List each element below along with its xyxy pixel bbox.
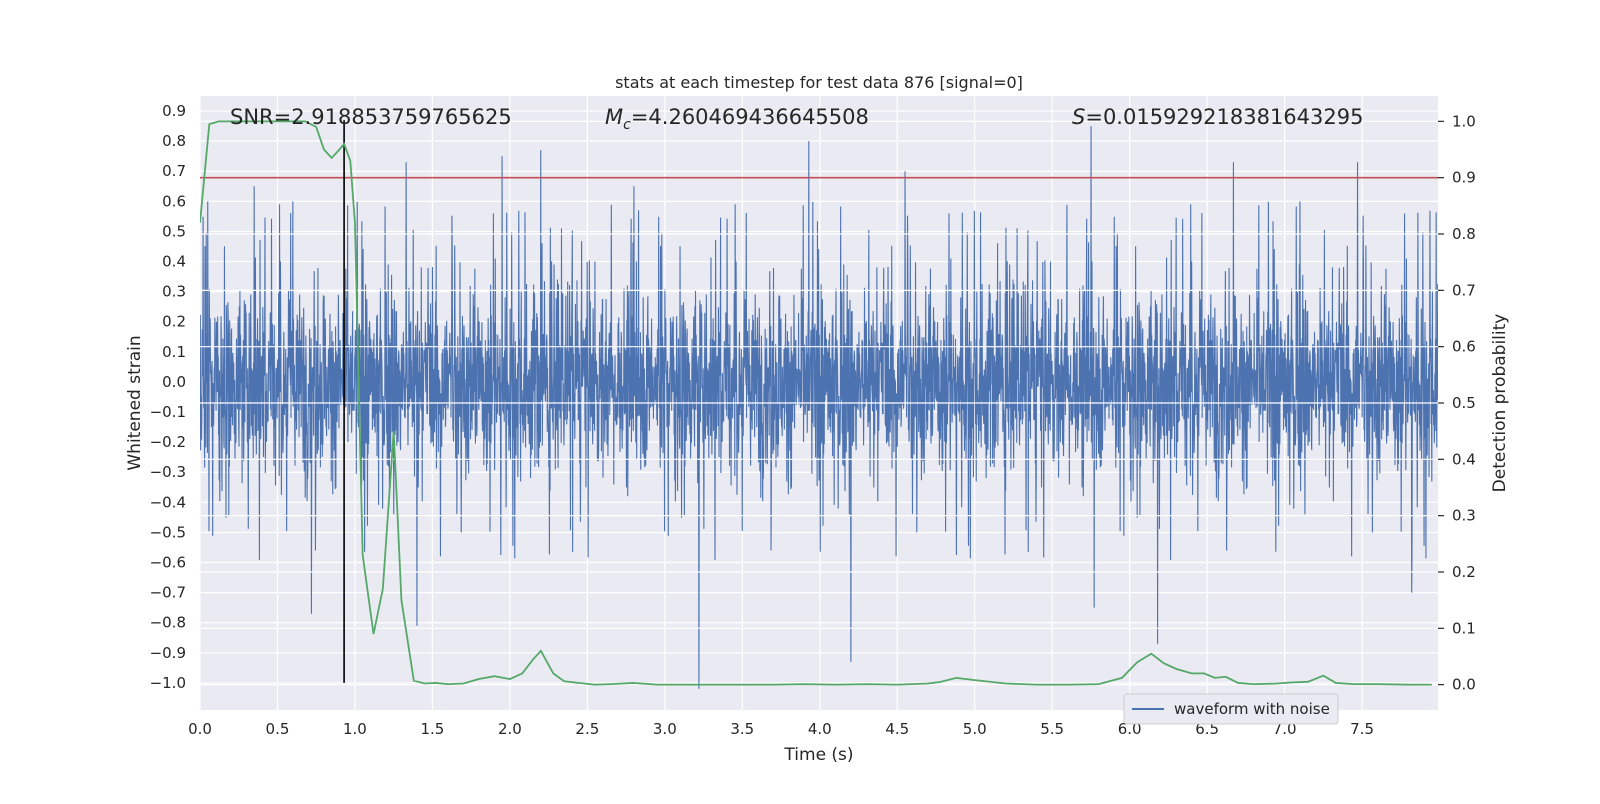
- left-y-tick-label: −0.2: [150, 433, 186, 451]
- right-y-tick-label: 0.8: [1452, 225, 1476, 243]
- x-tick-label: 0.5: [266, 720, 290, 738]
- left-y-tick-label: 0.4: [162, 253, 186, 271]
- x-tick-label: 5.5: [1040, 720, 1064, 738]
- x-tick-label: 4.0: [808, 720, 832, 738]
- left-y-tick-label: 0.0: [162, 373, 186, 391]
- right-y-tick-label: 1.0: [1452, 112, 1476, 130]
- x-tick-label: 2.0: [498, 720, 522, 738]
- right-y-tick-label: 0.5: [1452, 394, 1476, 412]
- right-y-tick-label: 0.7: [1452, 281, 1476, 299]
- left-y-tick-label: −0.8: [150, 614, 186, 632]
- s-annotation: S=0.015929218381643295: [1072, 105, 1363, 129]
- left-y-tick-label: 0.3: [162, 283, 186, 301]
- left-y-tick-label: 0.6: [162, 192, 186, 210]
- waveform-line: [200, 126, 1438, 689]
- x-tick-label: 3.0: [653, 720, 677, 738]
- left-y-axis-label: Whitened strain: [125, 335, 145, 470]
- left-y-tick-label: 0.5: [162, 222, 186, 240]
- left-y-tick-label: −0.3: [150, 463, 186, 481]
- right-y-tick-label: 0.3: [1452, 507, 1476, 525]
- left-y-tick-label: −0.4: [150, 493, 186, 511]
- x-tick-label: 0.0: [188, 720, 212, 738]
- right-y-tick-label: 0.0: [1452, 676, 1476, 694]
- legend-label-waveform: waveform with noise: [1174, 700, 1330, 718]
- left-y-tick-label: 0.2: [162, 313, 186, 331]
- right-y-tick-labels: 1.0 0.9 0.8 0.7 0.6 0.5 0.4 0.3 0.2 0.1 0.0: [1452, 112, 1476, 693]
- chart-title: stats at each timestep for test data 876…: [615, 73, 1023, 92]
- left-y-tick-label: −0.9: [150, 644, 186, 662]
- legend: waveform with noise: [1123, 693, 1339, 725]
- right-y-tick-label: 0.4: [1452, 450, 1476, 468]
- left-y-tick-label: −0.7: [150, 584, 186, 602]
- left-y-tick-labels: 0.9 0.8 0.7 0.6 0.5 0.4 0.3 0.2 0.1 0.0 −0.1 −0.2 −0…: [150, 102, 186, 692]
- right-y-tick-label: 0.9: [1452, 169, 1476, 187]
- detection-probability-line: [200, 120, 1432, 686]
- right-y-tick-label: 0.6: [1452, 338, 1476, 356]
- x-tick-label: 3.5: [730, 720, 754, 738]
- x-tick-label: 5.0: [963, 720, 987, 738]
- right-y-tick-label: 0.1: [1452, 619, 1476, 637]
- x-tick-label: 1.0: [343, 720, 367, 738]
- left-y-tick-label: 0.7: [162, 162, 186, 180]
- left-y-tick-label: 0.8: [162, 132, 186, 150]
- left-y-tick-label: 0.1: [162, 343, 186, 361]
- left-y-tick-label: −1.0: [150, 674, 186, 692]
- chirp-mass-annotation: Mc=4.260469436645508: [605, 105, 869, 133]
- left-y-tick-label: −0.5: [150, 523, 186, 541]
- x-tick-label: 1.5: [420, 720, 444, 738]
- legend-box: [1123, 693, 1339, 725]
- left-y-tick-label: −0.1: [150, 403, 186, 421]
- right-y-axis-label: Detection probability: [1490, 314, 1510, 493]
- x-tick-label: 4.5: [885, 720, 909, 738]
- x-tick-label: 7.5: [1350, 720, 1374, 738]
- left-y-tick-label: 0.9: [162, 102, 186, 120]
- x-axis-label: Time (s): [783, 745, 853, 765]
- right-y-tick-label: 0.2: [1452, 563, 1476, 581]
- x-tick-label: 2.5: [575, 720, 599, 738]
- series-waveform-with-noise: [200, 126, 1438, 689]
- snr-annotation: SNR=2.918853759765625: [230, 105, 512, 129]
- left-y-tick-label: −0.6: [150, 554, 186, 572]
